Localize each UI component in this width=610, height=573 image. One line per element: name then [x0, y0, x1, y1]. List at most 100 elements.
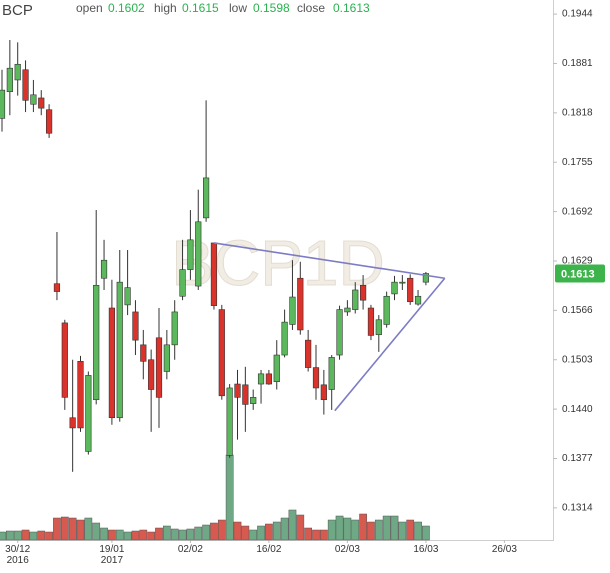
watermark: BCP1D	[171, 227, 384, 299]
y-tick-label: 0.1377	[562, 453, 593, 464]
volume-bar	[139, 529, 148, 541]
candle-body	[14, 63, 21, 81]
volume-bar	[280, 517, 289, 541]
x-tick-label: 30/12 2016	[5, 544, 30, 566]
candle-body	[22, 69, 29, 101]
y-tick-label: 0.1503	[562, 354, 593, 365]
candle-body	[155, 337, 163, 398]
y-tick-label: 0.1755	[562, 157, 593, 168]
volume-bar	[202, 524, 210, 541]
volume-bar	[343, 517, 352, 541]
candle-body	[171, 311, 178, 346]
candle-body	[305, 339, 312, 368]
candle-body	[218, 309, 225, 397]
candle-body	[77, 361, 84, 429]
candle-body	[234, 383, 241, 398]
y-tick-label: 0.1692	[562, 206, 593, 217]
volume-bar	[288, 509, 297, 541]
candle-body	[265, 373, 273, 385]
candle-body	[124, 287, 131, 306]
candle-body	[414, 295, 422, 305]
candle-body	[187, 239, 194, 270]
volume-bar	[312, 529, 320, 541]
candle-body	[320, 384, 327, 401]
volume-bar	[13, 530, 22, 541]
volume-bar	[249, 529, 258, 541]
volume-bar	[178, 529, 187, 541]
volume-bar	[217, 519, 226, 541]
volume-bar	[304, 527, 312, 541]
volume-bar	[131, 530, 140, 541]
header-value: 0.1602	[108, 1, 145, 15]
y-tick-label: 0.1944	[562, 9, 593, 20]
volume-bar	[414, 521, 422, 541]
volume-bar	[21, 529, 30, 541]
volume-bar	[241, 525, 250, 541]
candle-body	[45, 109, 53, 134]
x-tick-label: 19/01 2017	[99, 544, 124, 566]
header-label: low	[229, 1, 247, 15]
candle-body	[399, 281, 406, 284]
candle-body	[6, 67, 13, 92]
candle-body	[391, 281, 398, 295]
volume-bar	[6, 530, 14, 541]
volume-bar	[60, 516, 69, 541]
candle-body	[69, 417, 76, 429]
last-price-tag	[555, 264, 605, 283]
volume-bar	[100, 527, 108, 541]
volume-bar	[367, 521, 375, 541]
volume-bar	[398, 521, 407, 541]
y-tick-label: 0.1440	[562, 404, 593, 415]
last-price-label: 0.1613	[561, 268, 595, 280]
trendline	[213, 242, 445, 280]
volume-bar	[194, 526, 203, 541]
candle-body	[242, 384, 249, 405]
candle-body	[210, 242, 218, 306]
volume-bar	[233, 521, 242, 541]
volume-bar	[351, 519, 360, 541]
candle-body	[0, 89, 6, 119]
candle-body	[289, 296, 296, 325]
volume-bar	[335, 515, 344, 541]
candle-body	[163, 344, 170, 372]
candle-body	[328, 357, 335, 390]
candle-body	[116, 281, 123, 419]
volume-bar	[186, 528, 195, 541]
candle-body	[344, 307, 351, 313]
volume-bar	[272, 521, 281, 541]
candle-body	[281, 321, 288, 356]
candle-body	[85, 375, 92, 452]
volume-bar	[257, 525, 265, 541]
volume-bar	[359, 513, 367, 541]
candle-body	[375, 319, 382, 335]
candle-body	[226, 387, 233, 456]
candle-body	[148, 359, 155, 390]
header-label: open	[76, 1, 103, 15]
candle-body	[257, 373, 265, 385]
volume-bar	[210, 522, 218, 541]
volume-bar	[115, 529, 124, 541]
candle-body	[422, 273, 430, 283]
volume-bar	[265, 523, 273, 541]
x-tick-label: 02/02	[178, 544, 203, 555]
candle-body	[100, 259, 108, 279]
volume-bar	[29, 531, 38, 541]
volume-bar	[163, 525, 171, 541]
volume-bar	[37, 530, 46, 541]
candle-body	[203, 177, 210, 219]
candle-body	[250, 397, 257, 404]
volume-bar	[422, 525, 430, 541]
volume-bar	[320, 529, 328, 541]
candle-body	[383, 295, 390, 325]
volume-bar	[155, 527, 163, 541]
volume-bar	[108, 529, 116, 541]
volume-bar	[123, 531, 132, 541]
volume-bar	[0, 531, 6, 541]
y-tick-label: 0.1881	[562, 58, 593, 69]
volume-bar	[296, 514, 305, 541]
volume-bar	[390, 515, 399, 541]
header-label: high	[154, 1, 177, 15]
